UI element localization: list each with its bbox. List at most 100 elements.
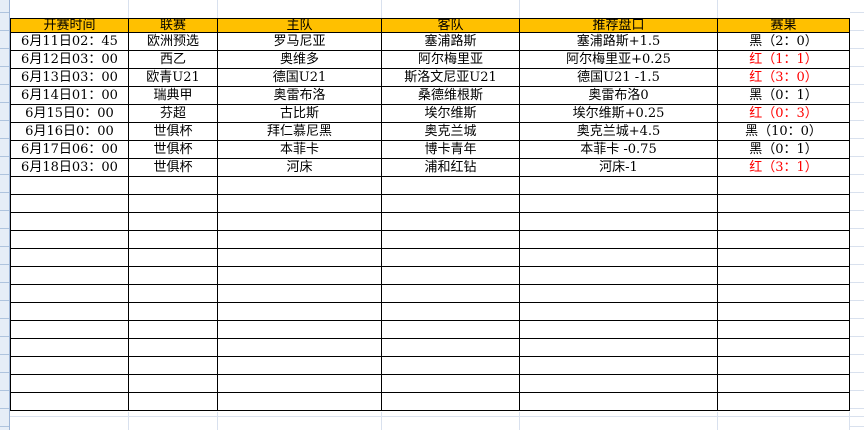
cell-home-team[interactable]: 奥雷布洛 [217,86,382,105]
cell-result[interactable]: 黑（0：1） [717,140,850,159]
cell-result[interactable]: 红（3：1） [717,158,850,177]
cell-away-team[interactable]: 斯洛文尼亚U21 [381,68,520,87]
col-header-result[interactable]: 赛果 [717,18,850,33]
empty-cell[interactable] [381,302,520,321]
empty-cell[interactable] [10,338,129,357]
empty-cell[interactable] [128,176,218,195]
empty-cell[interactable] [128,374,218,393]
empty-cell[interactable] [519,194,718,213]
empty-cell[interactable] [381,374,520,393]
empty-cell[interactable] [217,392,382,411]
empty-cell[interactable] [717,266,850,285]
cell-handicap[interactable]: 德国U21 -1.5 [519,68,718,87]
cell-home-team[interactable]: 本菲卡 [217,140,382,159]
empty-cell[interactable] [10,302,129,321]
empty-cell[interactable] [10,392,129,411]
empty-cell[interactable] [717,392,850,411]
cell-home-team[interactable]: 古比斯 [217,104,382,123]
cell-away-team[interactable]: 奥克兰城 [381,122,520,141]
empty-cell[interactable] [381,266,520,285]
col-header-start-time[interactable]: 开赛时间 [10,18,129,33]
cell-start-time[interactable]: 6月17日06：00 [10,140,129,159]
cell-handicap[interactable]: 埃尔维斯+0.25 [519,104,718,123]
cell-league[interactable]: 欧青U21 [128,68,218,87]
empty-cell[interactable] [519,320,718,339]
cell-result[interactable]: 红（3：0） [717,68,850,87]
empty-cell[interactable] [717,284,850,303]
cell-result[interactable]: 红（1：1） [717,50,850,69]
empty-cell[interactable] [519,356,718,375]
empty-cell[interactable] [717,338,850,357]
empty-cell[interactable] [128,248,218,267]
empty-cell[interactable] [10,194,129,213]
cell-start-time[interactable]: 6月14日01：00 [10,86,129,105]
empty-cell[interactable] [519,338,718,357]
empty-cell[interactable] [717,212,850,231]
cell-result[interactable]: 红（0：3） [717,104,850,123]
empty-cell[interactable] [519,284,718,303]
empty-cell[interactable] [10,212,129,231]
empty-cell[interactable] [519,176,718,195]
empty-cell[interactable] [519,302,718,321]
cell-league[interactable]: 世俱杯 [128,140,218,159]
empty-cell[interactable] [381,392,520,411]
cell-handicap[interactable]: 阿尔梅里亚+0.25 [519,50,718,69]
empty-cell[interactable] [381,230,520,249]
cell-handicap[interactable]: 河床-1 [519,158,718,177]
cell-league[interactable]: 瑞典甲 [128,86,218,105]
empty-cell[interactable] [217,248,382,267]
empty-cell[interactable] [217,320,382,339]
cell-away-team[interactable]: 博卡青年 [381,140,520,159]
empty-cell[interactable] [381,212,520,231]
empty-cell[interactable] [217,212,382,231]
empty-cell[interactable] [519,392,718,411]
empty-cell[interactable] [717,194,850,213]
empty-cell[interactable] [128,338,218,357]
cell-home-team[interactable]: 河床 [217,158,382,177]
cell-handicap[interactable]: 本菲卡 -0.75 [519,140,718,159]
empty-cell[interactable] [381,284,520,303]
cell-start-time[interactable]: 6月18日03：00 [10,158,129,177]
empty-cell[interactable] [128,266,218,285]
cell-league[interactable]: 世俱杯 [128,122,218,141]
empty-cell[interactable] [128,194,218,213]
empty-cell[interactable] [128,320,218,339]
cell-handicap[interactable]: 奥雷布洛0 [519,86,718,105]
empty-cell[interactable] [128,230,218,249]
cell-away-team[interactable]: 塞浦路斯 [381,32,520,51]
empty-cell[interactable] [217,356,382,375]
empty-cell[interactable] [217,266,382,285]
cell-handicap[interactable]: 塞浦路斯+1.5 [519,32,718,51]
cell-league[interactable]: 世俱杯 [128,158,218,177]
empty-cell[interactable] [381,356,520,375]
cell-league[interactable]: 芬超 [128,104,218,123]
empty-cell[interactable] [10,176,129,195]
empty-cell[interactable] [128,302,218,321]
empty-cell[interactable] [217,194,382,213]
col-header-away-team[interactable]: 客队 [381,18,520,33]
empty-cell[interactable] [217,302,382,321]
empty-cell[interactable] [10,248,129,267]
cell-result[interactable]: 黑（10：0） [717,122,850,141]
cell-home-team[interactable]: 罗马尼亚 [217,32,382,51]
empty-cell[interactable] [519,266,718,285]
empty-cell[interactable] [381,338,520,357]
empty-cell[interactable] [217,374,382,393]
empty-cell[interactable] [381,194,520,213]
empty-cell[interactable] [717,176,850,195]
empty-cell[interactable] [381,176,520,195]
empty-cell[interactable] [519,248,718,267]
empty-cell[interactable] [10,266,129,285]
cell-home-team[interactable]: 奥维多 [217,50,382,69]
cell-league[interactable]: 欧洲预选 [128,32,218,51]
empty-cell[interactable] [717,230,850,249]
empty-cell[interactable] [10,230,129,249]
cell-start-time[interactable]: 6月12日03：00 [10,50,129,69]
col-header-handicap[interactable]: 推荐盘口 [519,18,718,33]
cell-league[interactable]: 西乙 [128,50,218,69]
empty-cell[interactable] [217,230,382,249]
empty-cell[interactable] [217,338,382,357]
empty-cell[interactable] [10,356,129,375]
empty-cell[interactable] [10,320,129,339]
col-header-league[interactable]: 联赛 [128,18,218,33]
